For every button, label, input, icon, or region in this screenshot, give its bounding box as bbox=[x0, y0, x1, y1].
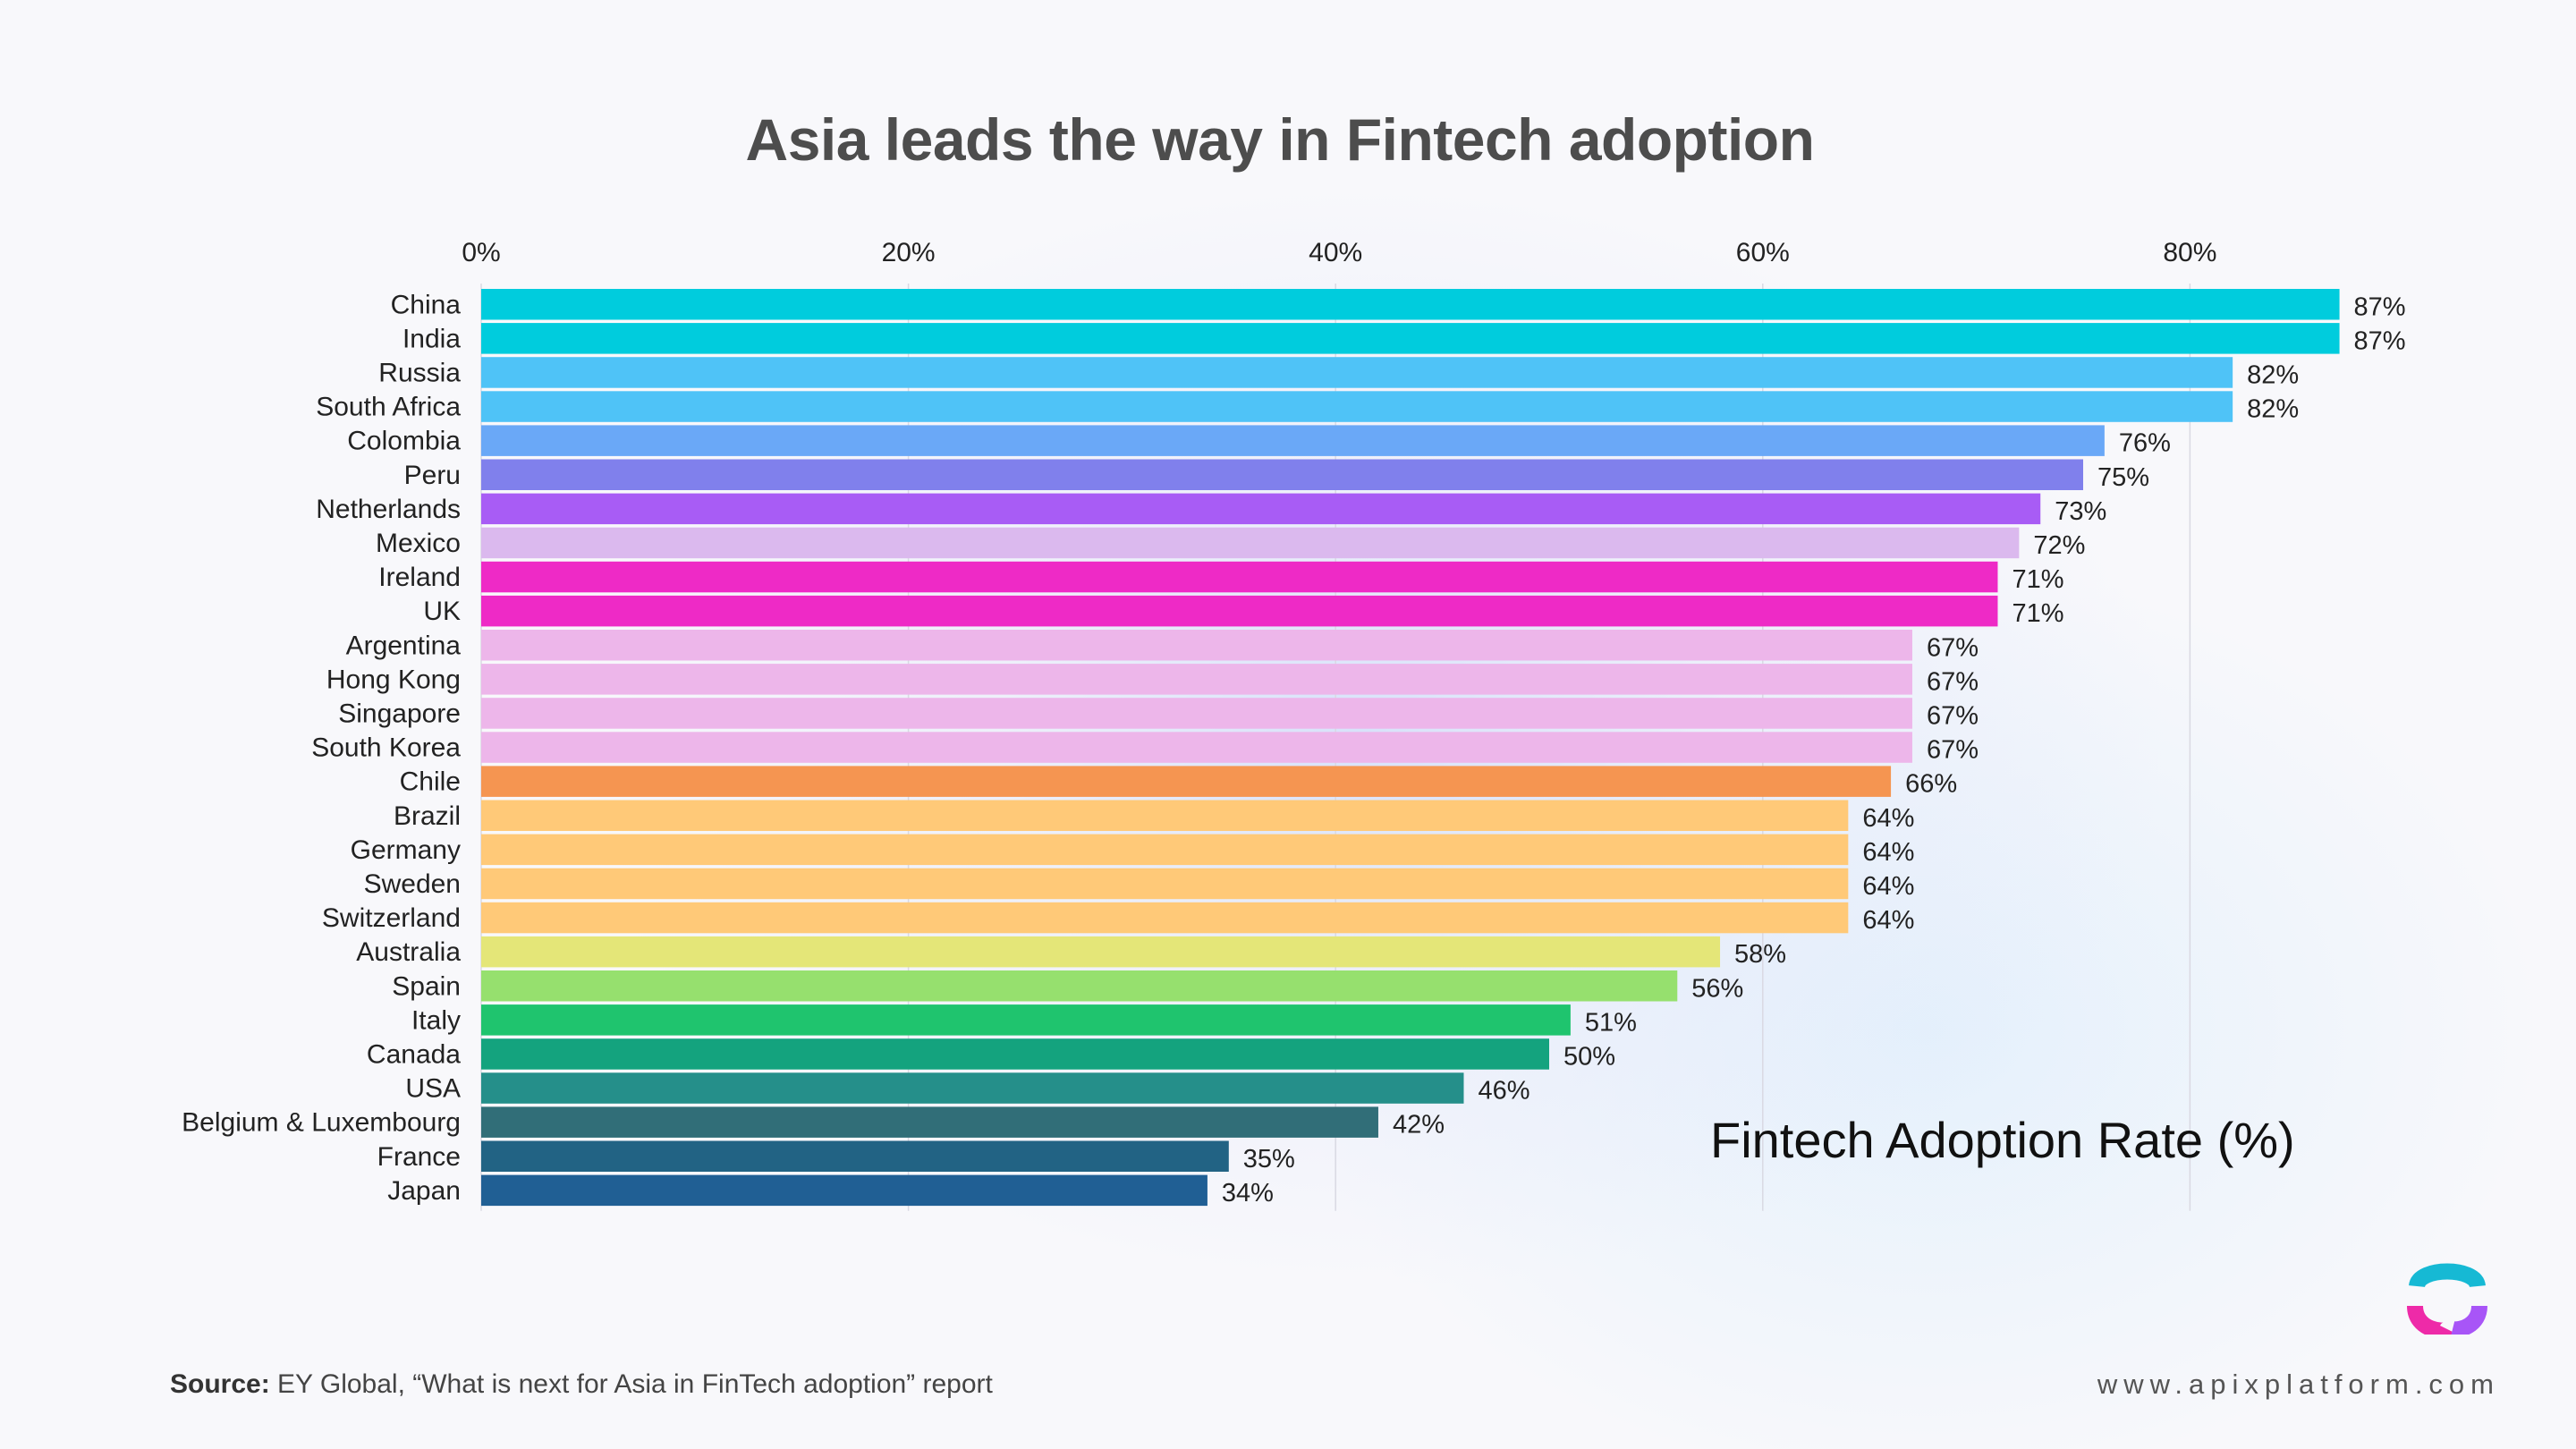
category-label: South Africa bbox=[316, 393, 461, 422]
category-label: China bbox=[391, 290, 462, 319]
data-label: 64% bbox=[1862, 804, 1914, 833]
bar bbox=[481, 1072, 1464, 1104]
chart-title: Asia leads the way in Fintech adoption bbox=[745, 106, 1815, 173]
bar bbox=[481, 493, 2041, 525]
bar bbox=[481, 595, 1998, 627]
category-label: Switzerland bbox=[322, 903, 461, 933]
data-label: 34% bbox=[1222, 1179, 1274, 1208]
data-label: 87% bbox=[2354, 292, 2406, 321]
category-label: France bbox=[377, 1142, 461, 1172]
data-label: 64% bbox=[1862, 838, 1914, 867]
x-tick-label: 40% bbox=[1309, 238, 1362, 267]
x-axis-title: Fintech Adoption Rate (%) bbox=[1710, 1112, 2295, 1168]
category-label: Chile bbox=[400, 767, 461, 797]
bar bbox=[481, 970, 1678, 1002]
category-label: Argentina bbox=[346, 631, 462, 660]
bar bbox=[481, 561, 1998, 593]
bar bbox=[481, 1106, 1378, 1138]
category-label: Russia bbox=[378, 358, 461, 387]
category-label: Sweden bbox=[364, 869, 461, 899]
bar bbox=[481, 868, 1849, 900]
category-label: Colombia bbox=[347, 427, 461, 456]
bar bbox=[481, 1174, 1208, 1207]
category-label: Ireland bbox=[378, 563, 461, 592]
category-label: Peru bbox=[404, 461, 461, 490]
bar bbox=[481, 630, 1912, 661]
source-label: Source: bbox=[170, 1369, 270, 1399]
data-label: 75% bbox=[2097, 463, 2149, 492]
data-label: 51% bbox=[1585, 1008, 1637, 1037]
source-note: Source: EY Global, “What is next for Asi… bbox=[170, 1369, 993, 1400]
data-label: 67% bbox=[1927, 667, 1979, 696]
category-label: Canada bbox=[367, 1039, 461, 1069]
category-label: Brazil bbox=[394, 801, 461, 831]
data-label: 58% bbox=[1734, 940, 1786, 969]
bar bbox=[481, 425, 2105, 456]
category-label: Belgium & Luxembourg bbox=[182, 1108, 461, 1138]
source-text: EY Global, “What is next for Asia in Fin… bbox=[277, 1369, 993, 1399]
category-label: Germany bbox=[351, 835, 461, 865]
apix-logo-icon bbox=[2407, 1263, 2487, 1335]
data-label: 76% bbox=[2119, 429, 2171, 458]
category-label: Italy bbox=[411, 1005, 461, 1035]
bar bbox=[481, 323, 2340, 354]
category-label: UK bbox=[423, 597, 461, 626]
data-label: 50% bbox=[1563, 1042, 1615, 1071]
data-label: 64% bbox=[1862, 906, 1914, 935]
website-link[interactable]: www.apixplatform.com bbox=[2097, 1368, 2500, 1400]
bar bbox=[481, 391, 2233, 422]
category-label: Singapore bbox=[338, 699, 461, 728]
bar bbox=[481, 527, 2020, 559]
bar bbox=[481, 1140, 1229, 1172]
category-label: Australia bbox=[356, 937, 461, 967]
data-label: 71% bbox=[2012, 565, 2063, 594]
bar bbox=[481, 1038, 1549, 1070]
bar bbox=[481, 357, 2233, 388]
category-label: India bbox=[402, 324, 461, 353]
x-tick-label: 80% bbox=[2163, 238, 2216, 267]
category-label: Hong Kong bbox=[326, 665, 461, 694]
data-label: 56% bbox=[1691, 974, 1743, 1003]
data-label: 42% bbox=[1393, 1111, 1445, 1140]
bar bbox=[481, 834, 1849, 866]
data-label: 72% bbox=[2033, 531, 2085, 560]
data-label: 66% bbox=[1905, 770, 1957, 799]
data-label: 71% bbox=[2012, 599, 2063, 628]
data-label: 67% bbox=[1927, 701, 1979, 730]
category-label: Mexico bbox=[376, 529, 461, 558]
bar bbox=[481, 936, 1721, 968]
data-label: 64% bbox=[1862, 872, 1914, 901]
x-tick-label: 0% bbox=[462, 238, 500, 267]
category-label: Netherlands bbox=[316, 495, 461, 524]
data-label: 82% bbox=[2247, 395, 2299, 424]
data-label: 67% bbox=[1927, 633, 1979, 662]
category-label: USA bbox=[405, 1074, 461, 1104]
category-label: South Korea bbox=[311, 733, 461, 763]
data-label: 73% bbox=[2055, 497, 2106, 526]
x-tick-label: 60% bbox=[1736, 238, 1790, 267]
category-label: Spain bbox=[392, 971, 461, 1001]
bar bbox=[481, 766, 1892, 797]
data-label: 82% bbox=[2247, 360, 2299, 389]
category-label: Japan bbox=[387, 1176, 461, 1206]
bar bbox=[481, 732, 1912, 763]
bar bbox=[481, 800, 1849, 831]
x-tick-label: 20% bbox=[882, 238, 936, 267]
bar bbox=[481, 289, 2340, 320]
bar bbox=[481, 664, 1912, 695]
bar bbox=[481, 1004, 1571, 1036]
data-label: 87% bbox=[2354, 326, 2406, 355]
data-label: 67% bbox=[1927, 736, 1979, 765]
bar bbox=[481, 459, 2083, 490]
data-label: 46% bbox=[1478, 1077, 1530, 1106]
data-label: 35% bbox=[1243, 1145, 1295, 1174]
bar bbox=[481, 698, 1912, 729]
bar bbox=[481, 902, 1849, 934]
